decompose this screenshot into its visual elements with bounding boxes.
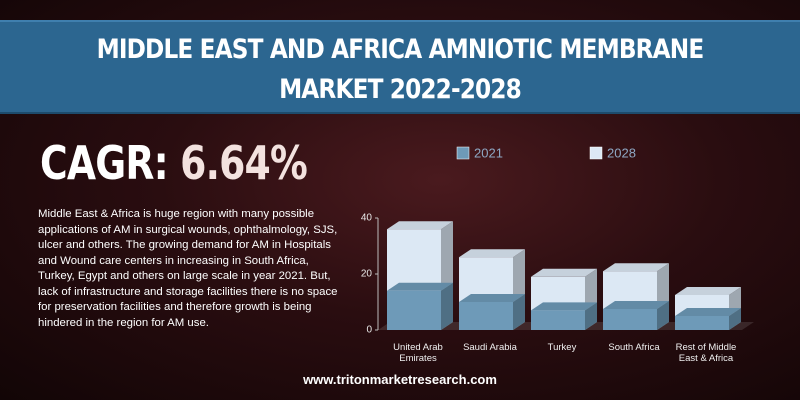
bar-side [585,302,597,330]
bar-side [729,308,741,330]
cagr: CAGR: 6.64% [40,136,308,190]
bar [603,309,657,330]
bar-top [459,294,525,302]
legend-swatch [589,146,603,160]
y-tick-label: 0 [366,325,372,336]
bar-top [603,263,669,272]
bar-side [657,301,669,330]
bar-top [675,308,741,316]
bar [675,316,729,330]
x-tick-label: Saudi Arabia [463,342,517,353]
bar-side [441,282,453,330]
cagr-label: CAGR: [40,136,169,190]
x-tick-label: Turkey [547,342,577,353]
y-tick-label: 20 [361,269,373,280]
bar-top [459,249,525,258]
bar-top [531,268,597,277]
cagr-value: 6.64% [180,136,308,190]
banner: MIDDLE EAST AND AFRICA AMNIOTIC MEMBRANE… [0,20,800,114]
legend-swatch [456,146,470,160]
description: Middle East & Africa is huge region with… [38,208,338,329]
bar [387,290,441,330]
website-url: www.tritonmarketresearch.com [303,372,497,387]
x-tick-label: Rest of Middle East & Africa [675,342,737,364]
bar-side [513,294,525,330]
bar-top [387,221,453,230]
y-tick-label: 40 [361,213,373,224]
bar [459,302,513,330]
x-tick-label: United Arab Emirates [393,342,443,364]
legend-label: 2028 [607,145,636,160]
bar-top [675,287,741,295]
bar-top [531,302,597,311]
bar-top [603,301,669,309]
x-tick-label: South Africa [608,342,660,353]
legend-label: 2021 [474,145,503,160]
title: MIDDLE EAST AND AFRICA AMNIOTIC MEMBRANE… [96,34,705,105]
bar-top [387,282,453,291]
bar [531,310,585,330]
